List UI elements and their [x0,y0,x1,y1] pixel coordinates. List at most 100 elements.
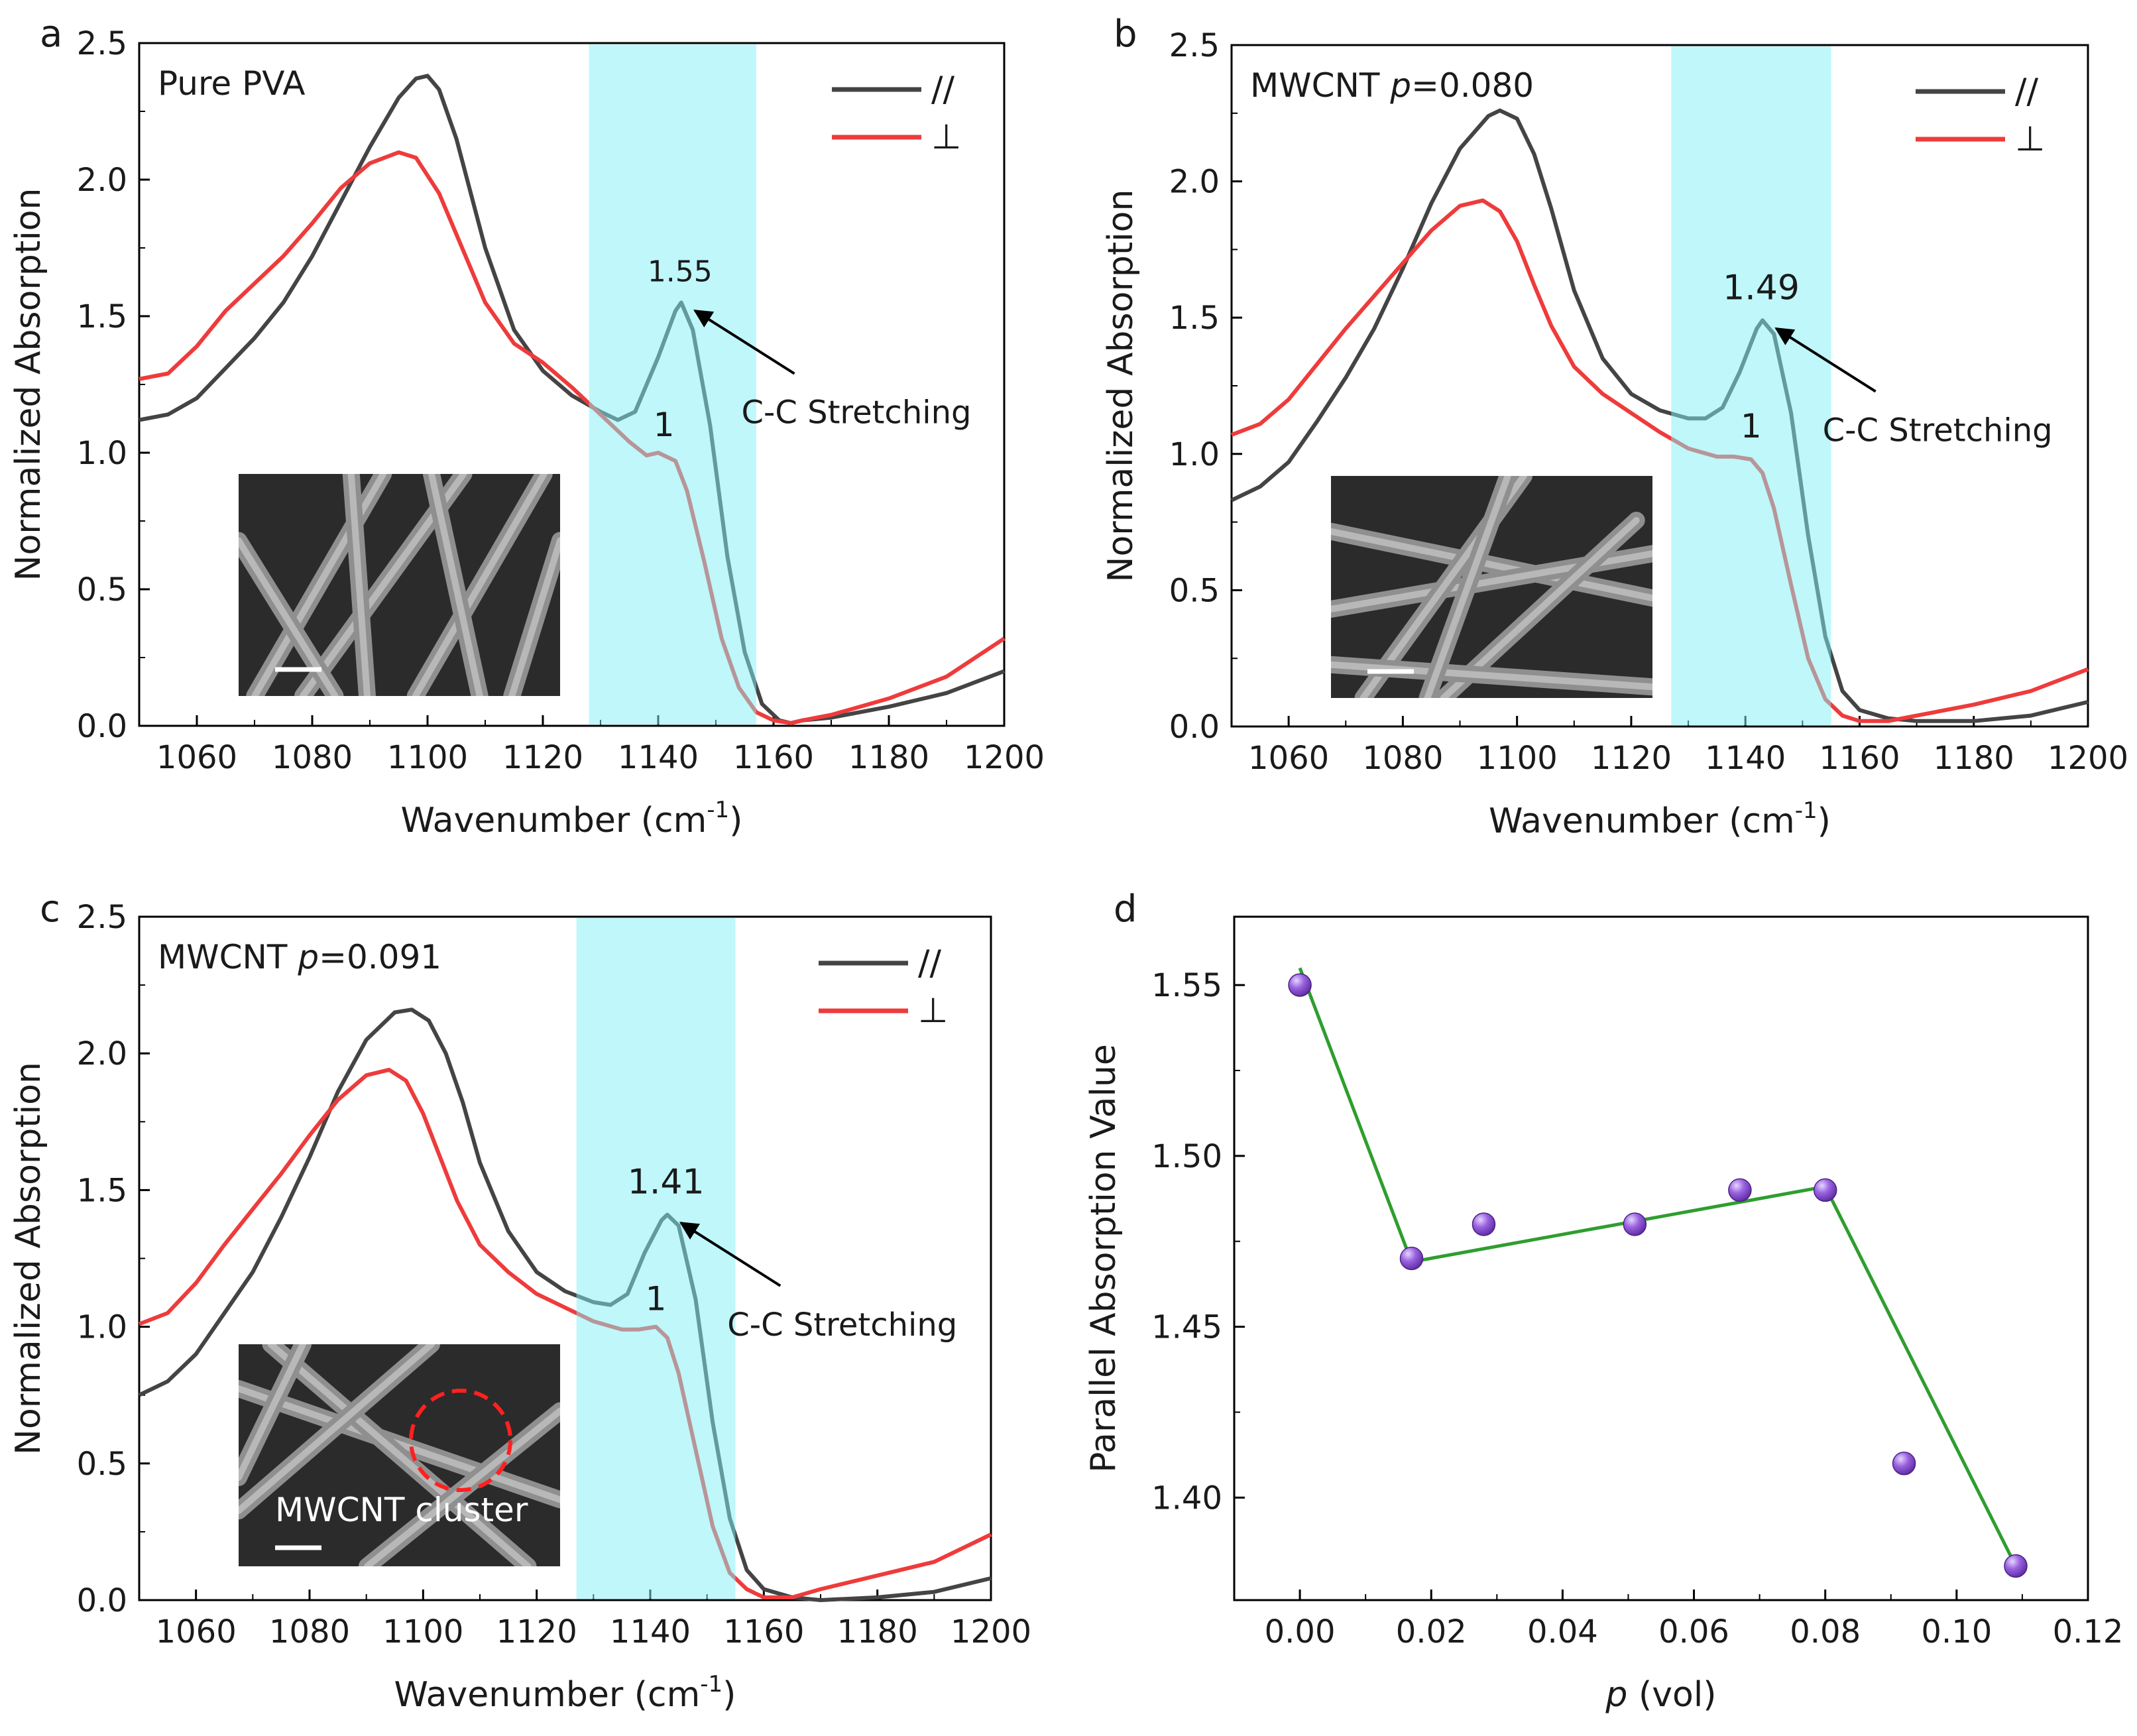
x-tick-label: 1140 [1705,740,1786,777]
series-parallel-line [1230,108,2089,723]
y-tick-label: 2.0 [1169,164,1220,201]
y-tick-label: 1.50 [1151,1138,1222,1175]
data-point [1728,1178,1752,1202]
panel-title: MWCNT p=0.091 [158,938,441,976]
x-tick-label: 1180 [837,1613,918,1650]
x-axis-title-text: Wavenumber (cm [394,1675,701,1715]
data-point [1623,1212,1647,1236]
x-axis-title-var: p [1605,1675,1627,1715]
x-tick-label: 0.12 [2053,1613,2124,1650]
x-tick-label: 1180 [1934,740,2014,777]
y-tick-label: 1.40 [1151,1479,1222,1517]
panel-letter: c [40,888,60,931]
x-tick-label: 0.06 [1658,1613,1729,1650]
sem-fiber-highlight [1331,528,1652,602]
series-perpendicular-line [1230,198,2089,723]
x-tick-label: 1120 [1591,740,1672,777]
x-tick-label: 1100 [382,1613,463,1650]
highlight-band [589,44,756,724]
x-tick-label: 1120 [502,739,583,776]
x-tick-label: 1200 [2048,740,2128,777]
y-tick-label: 0.5 [77,1446,127,1483]
panel-letter: b [1114,13,1137,56]
y-tick-label: 0.5 [77,571,127,608]
panel-b: b 1060 1080 1100 1120 1140 1160 1180 1200 0.0 0.5 1… [1101,13,2128,841]
x-tick-label: 1160 [723,1613,804,1650]
panel-title: MWCNT p=0.080 [1250,66,1534,105]
reference-value-label: 1 [654,406,675,444]
sem-fiber-highlight [239,1344,306,1481]
x-axis-title-text: Wavenumber (cm [1489,801,1795,841]
fit-line [1298,967,2018,1567]
y-axis-title: Normalized Absorption [9,1062,48,1455]
x-tick-label: 1060 [156,739,237,776]
title-text: MWCNT [1250,66,1390,105]
y-tick-label: 0.0 [77,708,127,745]
reference-value-label: 1 [1741,407,1762,445]
y-axis-title: Parallel Absorption Value [1084,1044,1124,1473]
legend-label: // [2015,72,2039,111]
x-tick-label: 0.00 [1265,1613,1336,1650]
y-tick-label: 1.5 [77,298,127,335]
x-axis-title-close: ) [722,1675,736,1715]
series-perpendicular-line [138,1067,992,1599]
x-tick-label: 1060 [156,1613,237,1650]
title-text: MWCNT [158,938,298,976]
x-axis-title-text: (vol) [1627,1675,1716,1715]
x-tick-label: 1160 [1819,740,1900,777]
x-axis-title: Wavenumber (cm-1) [394,1671,736,1715]
x-tick-label: 1140 [610,1613,691,1650]
cluster-circle [409,1389,512,1492]
x-axis-title-sup: -1 [700,1671,722,1698]
x-tick-label: 1120 [496,1613,577,1650]
x-tick-label: 1200 [951,1613,1031,1650]
x-tick-label: 0.04 [1527,1613,1598,1650]
peak-value-label: 1.41 [628,1163,705,1202]
sem-fiber-highlight [239,1344,435,1515]
x-axis-title: Wavenumber (cm-1) [401,797,743,840]
series-perpendicular-line [139,150,1006,725]
x-axis-title-text: Wavenumber (cm [401,801,707,840]
x-tick-label: 1060 [1248,740,1329,777]
x-tick-label: 1180 [848,739,929,776]
title-var: p [297,938,319,976]
panel-a: a 1060 1080 1100 1120 1140 1160 1180 1200 0.0 0.5 1… [9,13,1045,840]
y-tick-label: 2.5 [77,25,127,62]
data-point [2004,1554,2028,1578]
sem-fiber-highlight [428,474,483,696]
x-tick-label: 1080 [269,1613,350,1650]
x-axis-title-close: ) [1818,801,1831,841]
x-axis-title-sup: -1 [707,797,729,823]
data-point [1288,973,1312,997]
sem-inset [239,1344,560,1566]
legend-label: ⊥ [918,991,948,1031]
y-tick-label: 1.0 [77,1309,127,1346]
y-tick-label: 2.5 [1169,27,1220,64]
cc-arrow [693,309,795,375]
y-tick-label: 1.0 [1169,436,1220,473]
y-tick-label: 1.5 [1169,300,1220,337]
legend-label: // [931,70,955,109]
sem-inset-background [239,474,560,696]
series-parallel-line [138,1008,992,1602]
data-point [1399,1246,1424,1271]
y-tick-label: 1.0 [77,435,127,472]
x-tick-label: 0.10 [1921,1613,1992,1650]
y-tick-label: 2.0 [77,1035,127,1072]
cc-stretching-label: C-C Stretching [742,394,972,432]
panel-title: Pure PVA [158,64,305,103]
x-axis-title-close: ) [729,801,742,840]
title-text: Pure PVA [158,64,305,103]
data-point [1892,1452,1916,1476]
y-tick-label: 2.0 [77,162,127,199]
y-axis-title: Normalized Absorption [1101,190,1141,583]
panel-letter: a [40,13,62,56]
sem-fiber-highlight [412,474,548,696]
sem-fiber-highlight [347,474,371,696]
sem-inset [239,474,560,696]
panel-d: d 0.00 0.02 0.04 0.06 0.08 0.10 0.12 1.40 1.45 1.5… [1084,888,2123,1715]
reference-value-label: 1 [646,1280,667,1318]
title-var: p [1389,66,1411,105]
sem-inset [1331,476,1652,698]
